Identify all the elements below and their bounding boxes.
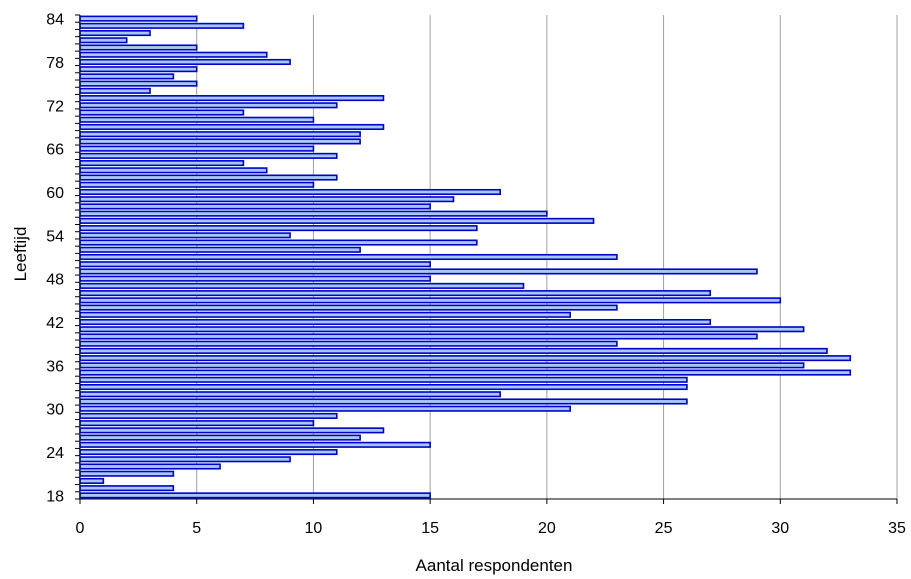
bar-age-70 [79, 116, 315, 123]
bar-age-44 [79, 304, 618, 311]
bar-age-76 [79, 73, 175, 80]
bar-series [79, 15, 852, 499]
y-tick-label: 66 [46, 142, 64, 159]
y-tick-label: 84 [46, 12, 64, 29]
bar-age-40 [79, 333, 758, 340]
x-tick-label: 5 [192, 520, 201, 537]
bar-age-45 [79, 297, 782, 304]
bar-age-30 [79, 405, 572, 412]
y-tick-label: 48 [46, 272, 64, 289]
bar-age-52 [79, 246, 361, 253]
bar-age-31 [79, 398, 688, 405]
bar-age-36 [79, 362, 805, 369]
bar-age-23 [79, 456, 291, 463]
x-tick-label: 35 [888, 520, 906, 537]
bar-age-32 [79, 391, 501, 398]
bar-age-21 [79, 470, 175, 477]
bar-age-78 [79, 58, 291, 65]
bar-age-68 [79, 131, 361, 138]
bar-age-48 [79, 275, 431, 282]
x-tick-label: 0 [76, 520, 85, 537]
bar-age-39 [79, 340, 618, 347]
bar-age-59 [79, 196, 455, 203]
bar-age-50 [79, 261, 431, 268]
y-tick-label: 54 [46, 228, 64, 245]
bar-age-34 [79, 376, 688, 383]
y-tick-labels: 18 24 30 36 42 48 54 60 66 72 78 84 [46, 12, 64, 506]
bar-age-79 [79, 51, 268, 58]
bar-age-22 [79, 463, 221, 470]
bar-age-71 [79, 109, 245, 116]
y-tick-label: 78 [46, 55, 64, 72]
x-tick-label: 30 [771, 520, 789, 537]
x-tick-label: 25 [655, 520, 673, 537]
bar-age-24 [79, 449, 338, 456]
x-tick-label: 15 [421, 520, 439, 537]
bar-age-56 [79, 217, 595, 224]
bar-age-38 [79, 347, 828, 354]
bar-age-55 [79, 225, 478, 232]
bar-age-43 [79, 311, 572, 318]
bar-age-47 [79, 282, 525, 289]
y-tick-label: 72 [46, 98, 64, 115]
bar-age-20 [79, 477, 105, 484]
bar-age-83 [79, 22, 245, 29]
bar-age-64 [79, 160, 245, 167]
y-tick-label: 42 [46, 315, 64, 332]
bar-age-63 [79, 167, 268, 174]
bar-age-67 [79, 138, 361, 145]
bar-age-73 [79, 95, 385, 102]
bar-age-49 [79, 268, 758, 275]
bar-age-69 [79, 123, 385, 131]
bar-age-25 [79, 441, 431, 448]
bar-age-51 [79, 253, 618, 261]
bar-age-80 [79, 44, 198, 51]
axes [75, 14, 898, 504]
bar-age-74 [79, 87, 151, 94]
bar-age-19 [79, 485, 175, 492]
bar-age-27 [79, 427, 385, 434]
bar-age-77 [79, 66, 198, 73]
x-tick-label: 20 [538, 520, 556, 537]
bar-age-65 [79, 152, 338, 159]
y-tick-label: 24 [46, 445, 64, 462]
bar-age-35 [79, 369, 852, 376]
bar-age-33 [79, 383, 688, 391]
bar-age-46 [79, 290, 712, 297]
x-tick-label: 10 [305, 520, 323, 537]
bar-age-82 [79, 30, 151, 37]
bar-age-66 [79, 145, 315, 152]
bar-age-18 [79, 492, 431, 499]
y-axis-title: Leeftijd [11, 227, 30, 282]
bar-age-41 [79, 326, 805, 333]
x-axis-title: Aantal respondenten [416, 556, 573, 575]
bar-age-53 [79, 239, 478, 246]
bar-age-62 [79, 174, 338, 181]
bar-age-57 [79, 210, 548, 217]
bar-age-60 [79, 188, 501, 196]
bar-age-75 [79, 80, 198, 87]
y-tick-label: 18 [46, 488, 64, 505]
bar-age-37 [79, 355, 852, 362]
y-tick-label: 30 [46, 402, 64, 419]
bar-age-28 [79, 420, 315, 427]
bar-age-72 [79, 102, 338, 109]
bar-age-81 [79, 37, 128, 44]
bar-age-42 [79, 318, 712, 326]
y-tick-label: 36 [46, 358, 64, 375]
bar-age-54 [79, 232, 291, 239]
bar-age-58 [79, 203, 431, 210]
bar-age-84 [79, 15, 198, 22]
bar-age-26 [79, 434, 361, 441]
bar-age-61 [79, 181, 315, 188]
bar-age-29 [79, 412, 338, 419]
y-tick-label: 60 [46, 185, 64, 202]
x-tick-labels: 0 5 10 15 20 25 30 35 [76, 520, 906, 537]
